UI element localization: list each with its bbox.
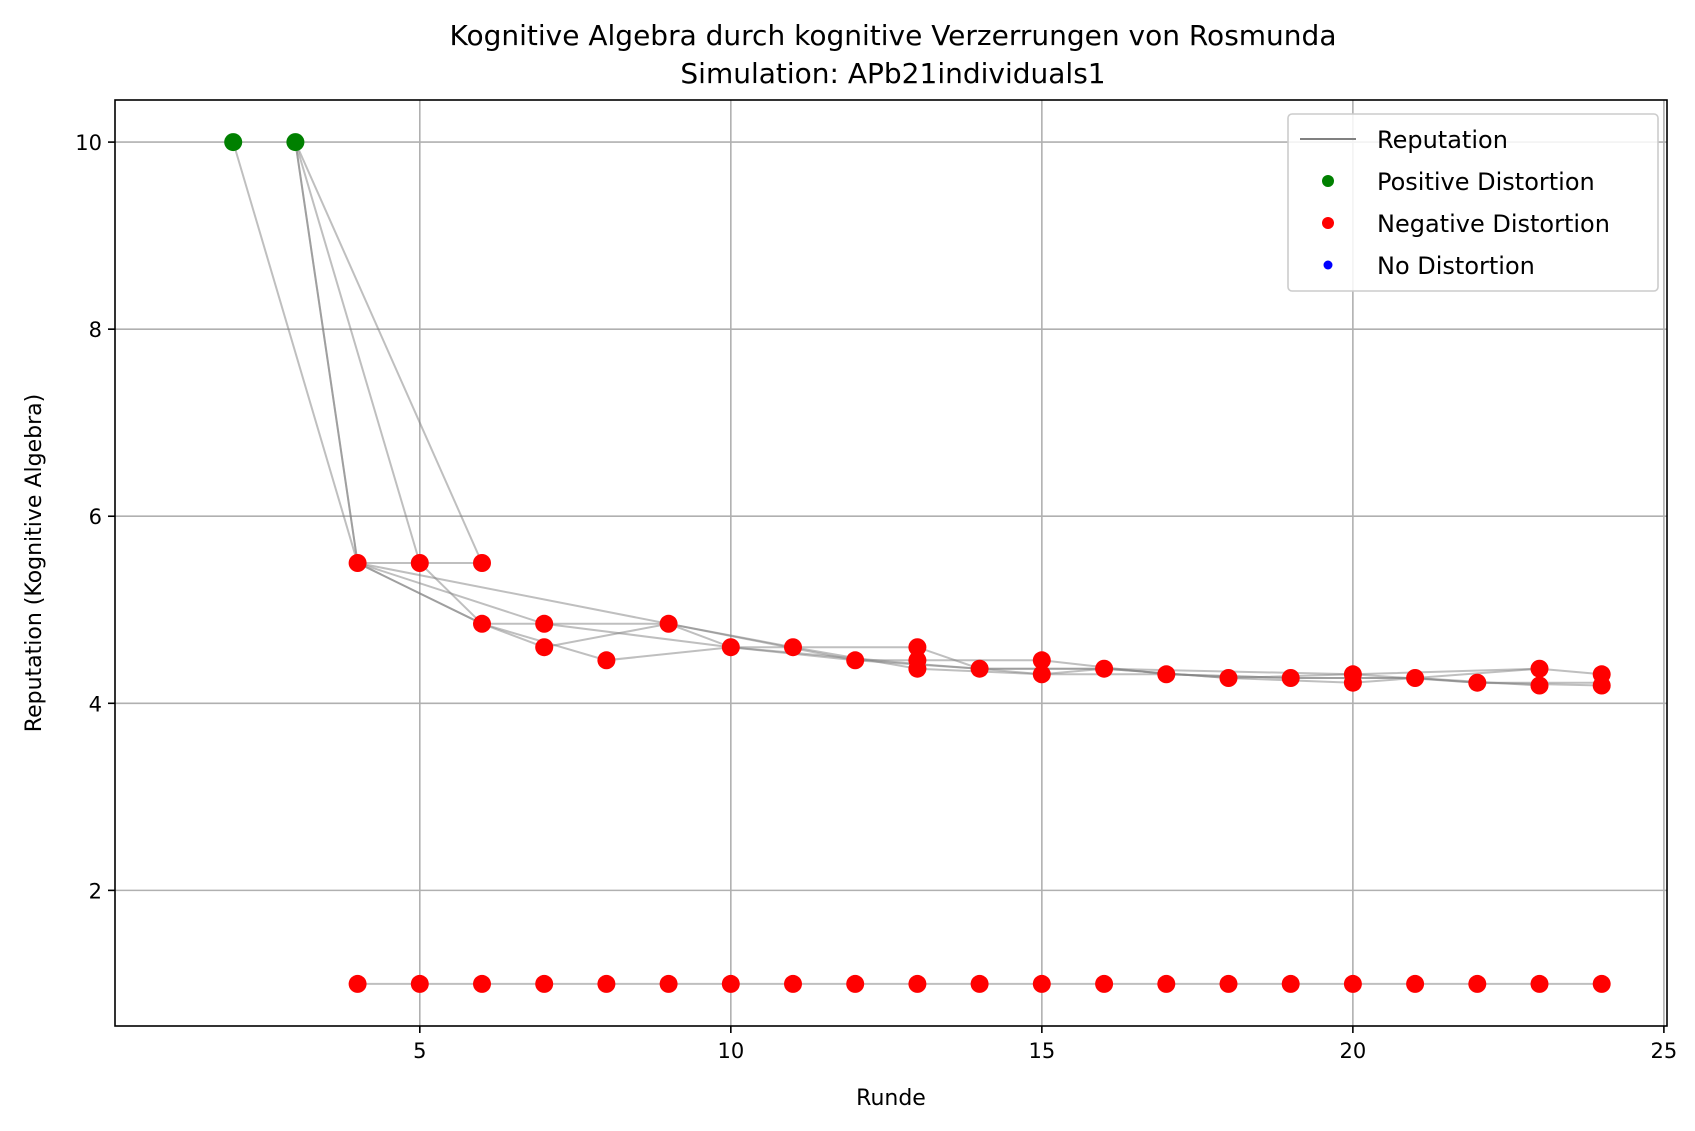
positive-distortion-point: [224, 133, 243, 152]
y-axis-label: Reputation (Kognitive Algebra): [22, 394, 47, 732]
axis-ticks: 5 10 15 20 25 2 4 6 8 10: [75, 131, 1677, 1063]
negative-distortion-point: [1157, 665, 1176, 684]
negative-distortion-point: [721, 974, 740, 993]
x-tick-label: 10: [717, 1039, 744, 1063]
y-tick-label: 6: [89, 505, 102, 529]
y-tick-label: 10: [75, 131, 102, 155]
legend-box: [1287, 113, 1659, 292]
x-axis-label: Runde: [856, 1086, 926, 1111]
negative-distortion-point: [410, 974, 429, 993]
negative-distortion-point: [1032, 974, 1051, 993]
negative-distortion-point: [784, 638, 802, 657]
chart-title: Kognitive Algebra durch kognitive Verzer…: [450, 19, 1337, 52]
negative-distortion-point: [784, 974, 802, 993]
negative-distortion-point: [535, 974, 554, 993]
legend-positive-swatch: [1322, 175, 1334, 187]
negative-distortion-point: [908, 659, 927, 678]
negative-distortion-point: [1095, 659, 1114, 678]
negative-distortion-point: [1032, 651, 1051, 670]
negative-distortion-point: [348, 974, 367, 993]
negative-distortion-point: [348, 554, 367, 572]
negative-distortion-point: [473, 554, 491, 572]
negative-distortion-point: [1343, 673, 1362, 692]
y-tick-label: 8: [89, 318, 102, 342]
negative-distortion-point: [1468, 974, 1487, 993]
negative-distortion-point: [1281, 974, 1300, 993]
negative-distortion-point: [659, 974, 678, 993]
x-tick-label: 5: [413, 1039, 426, 1063]
negative-distortion-point: [473, 614, 491, 633]
legend-negative-swatch: [1322, 217, 1334, 229]
negative-distortion-point: [1592, 974, 1611, 993]
negative-distortion-point: [473, 974, 491, 993]
legend-reputation-label: Reputation: [1377, 126, 1508, 154]
y-tick-label: 4: [89, 692, 102, 716]
negative-distortion-point: [1219, 974, 1238, 993]
positive-distortion-point: [286, 133, 305, 152]
negative-distortion-point: [1530, 676, 1549, 695]
negative-distortion-point: [1406, 974, 1425, 993]
negative-distortion-point: [908, 974, 927, 993]
negative-distortion-point: [1530, 659, 1549, 678]
legend-none-swatch: [1323, 260, 1333, 270]
negative-distortion-point: [659, 614, 678, 633]
x-tick-label: 20: [1340, 1039, 1367, 1063]
legend: Reputation Positive Distortion Negative …: [1287, 113, 1659, 292]
x-tick-label: 15: [1028, 1039, 1055, 1063]
negative-distortion-point: [597, 974, 616, 993]
negative-distortion-point: [1219, 669, 1238, 687]
plot-frame: [114, 99, 1668, 1027]
negative-distortion-point: [597, 651, 616, 670]
negative-distortion-point: [846, 974, 865, 993]
negative-distortion-point: [535, 614, 554, 633]
negative-distortion-point: [1281, 669, 1300, 687]
legend-none-label: No Distortion: [1377, 252, 1535, 280]
legend-negative-label: Negative Distortion: [1377, 210, 1610, 238]
negative-distortion-point: [1157, 974, 1176, 993]
y-tick-label: 2: [89, 879, 102, 903]
x-tick-label: 25: [1651, 1039, 1678, 1063]
negative-distortion-point: [846, 651, 865, 670]
negative-distortion-point: [1592, 676, 1611, 695]
negative-distortion-point: [1343, 974, 1362, 993]
chart-subtitle: Simulation: APb21individuals1: [680, 57, 1105, 90]
negative-distortion-point: [1530, 974, 1549, 993]
negative-distortion-point: [970, 659, 989, 678]
negative-distortion-point: [1406, 669, 1425, 687]
legend-positive-label: Positive Distortion: [1377, 168, 1595, 196]
negative-distortion-point: [970, 974, 989, 993]
negative-distortion-point: [1095, 974, 1114, 993]
data-points: [224, 133, 1611, 993]
negative-distortion-point: [721, 638, 740, 657]
negative-distortion-point: [1468, 673, 1487, 692]
negative-distortion-point: [1032, 665, 1051, 684]
negative-distortion-point: [535, 638, 554, 657]
negative-distortion-point: [410, 554, 429, 572]
reputation-line: [294, 141, 1540, 684]
negative-distortion-point: [908, 638, 927, 657]
